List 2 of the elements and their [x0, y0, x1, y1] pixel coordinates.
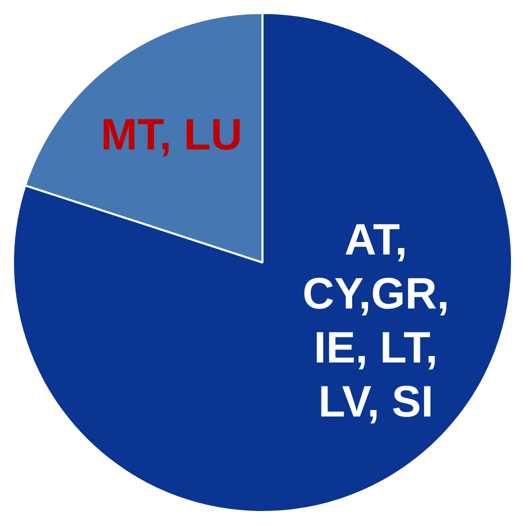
slice-label: MT, LU [100, 110, 242, 160]
slice-label: AT, CY,GR, IE, LT, LV, SI [302, 216, 450, 427]
